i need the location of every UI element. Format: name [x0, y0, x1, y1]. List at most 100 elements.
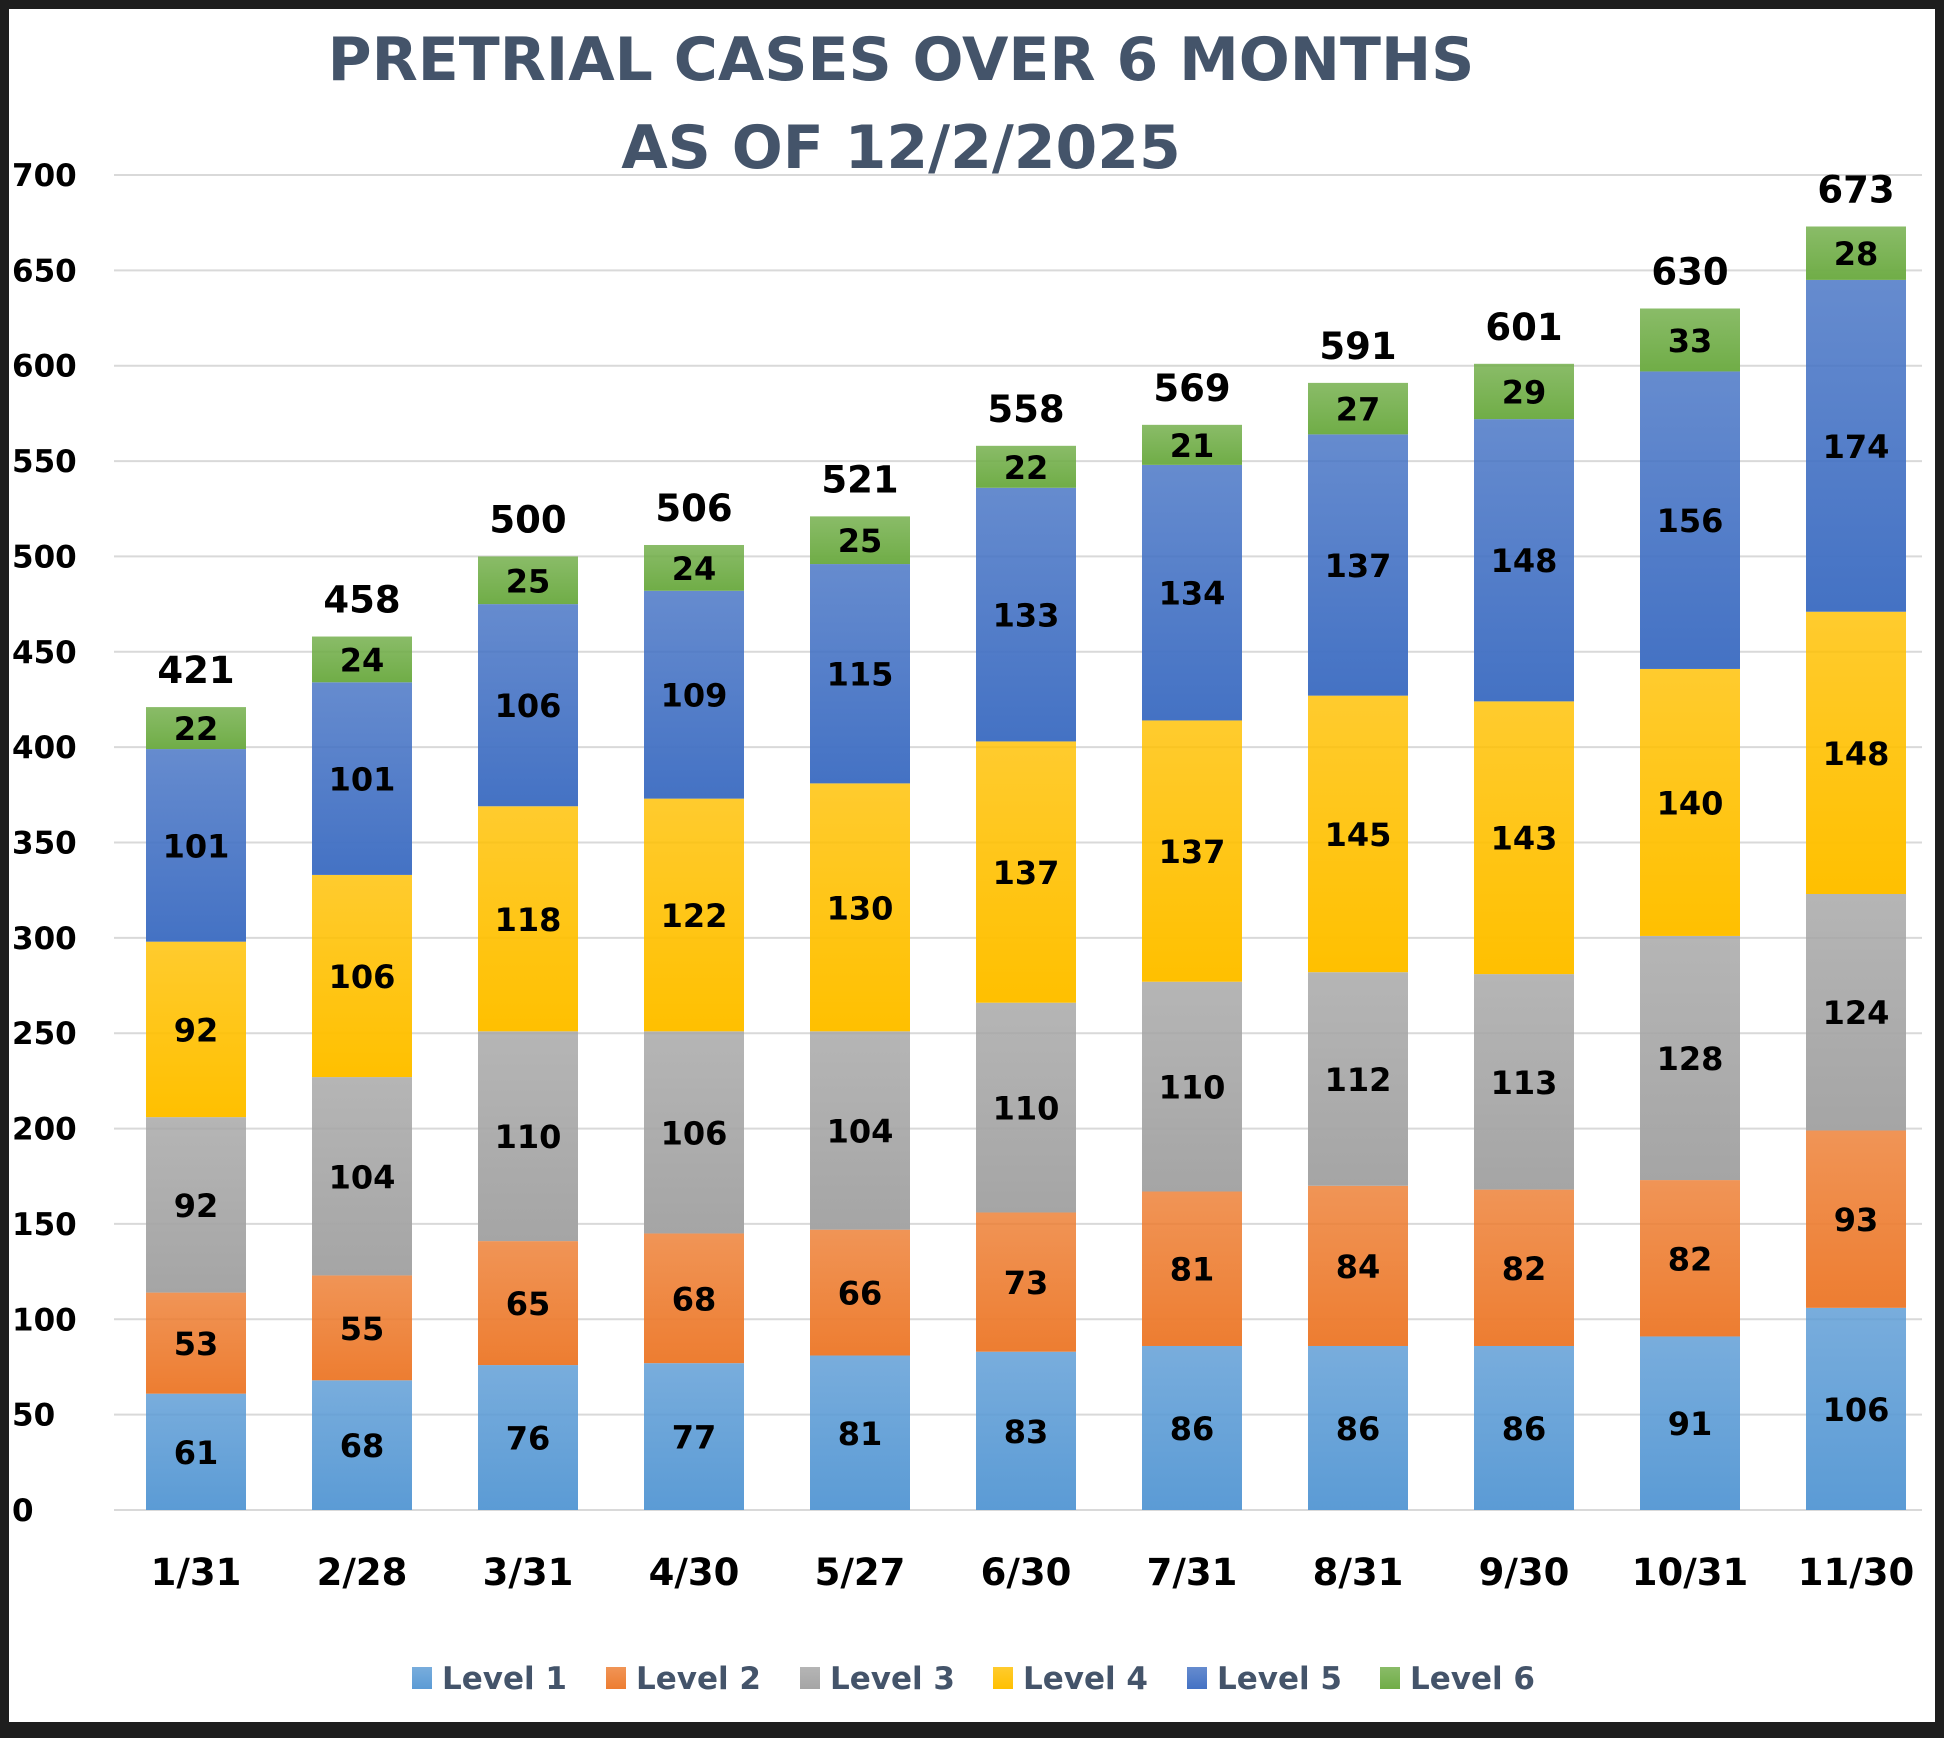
bar-segment-level-6: [1640, 308, 1740, 372]
legend-swatch: [993, 1667, 1013, 1689]
y-tick-label: 600: [12, 349, 77, 385]
bar-segment-level-3: [312, 1077, 412, 1276]
data-label: 68: [672, 1280, 717, 1318]
bar-segment-level-6: [478, 556, 578, 605]
data-label: 65: [506, 1285, 551, 1323]
x-tick-label: 11/30: [1798, 1551, 1915, 1594]
data-label: 61: [174, 1434, 219, 1472]
legend-label: Level 1: [442, 1661, 567, 1697]
bar-segment-level-3: [1640, 935, 1740, 1181]
total-label: 506: [655, 487, 732, 530]
bar-segment-level-2: [1806, 1130, 1906, 1308]
bar-segment-level-5: [1308, 434, 1408, 696]
data-label: 22: [174, 710, 219, 748]
bar-segment-level-5: [1640, 371, 1740, 669]
x-tick-label: 9/30: [1479, 1551, 1570, 1594]
x-tick-label: 4/30: [649, 1551, 740, 1594]
bar-segment-level-1: [1474, 1345, 1574, 1510]
data-label: 24: [672, 550, 717, 588]
total-label: 630: [1651, 251, 1728, 294]
data-label: 27: [1336, 391, 1381, 429]
legend-swatch: [412, 1667, 432, 1689]
data-label: 29: [1502, 373, 1547, 411]
data-label: 104: [329, 1158, 396, 1196]
data-label: 145: [1325, 816, 1392, 854]
data-label: 137: [993, 854, 1060, 892]
total-label: 569: [1153, 367, 1230, 410]
x-tick-label: 5/27: [815, 1551, 906, 1594]
chart-title-line-2: AS OF 12/2/2025: [621, 113, 1180, 183]
data-label: 104: [827, 1112, 894, 1150]
legend-label: Level 5: [1217, 1661, 1342, 1697]
bar-segment-level-3: [146, 1117, 246, 1293]
total-label: 421: [157, 649, 234, 692]
y-tick-label: 250: [12, 1016, 77, 1052]
bar-segment-level-6: [312, 636, 412, 683]
bar-segment-level-4: [1474, 701, 1574, 975]
data-label: 73: [1004, 1264, 1049, 1302]
bar-segment-level-1: [810, 1355, 910, 1510]
data-label: 92: [174, 1011, 219, 1049]
x-tick-label: 8/31: [1313, 1551, 1404, 1594]
total-label: 500: [489, 498, 566, 541]
bar-segment-level-2: [644, 1233, 744, 1364]
x-tick-label: 10/31: [1632, 1551, 1749, 1594]
data-label: 86: [1502, 1410, 1547, 1448]
bar-segment-level-4: [810, 783, 910, 1032]
data-label: 115: [827, 656, 894, 694]
legend-swatch: [1380, 1667, 1400, 1689]
data-label: 93: [1834, 1201, 1879, 1239]
bar-segment-level-2: [146, 1292, 246, 1394]
total-label: 521: [821, 458, 898, 501]
bar-segment-level-3: [976, 1002, 1076, 1213]
data-label: 137: [1325, 547, 1392, 585]
data-label: 140: [1657, 784, 1724, 822]
legend-label: Level 6: [1410, 1661, 1535, 1697]
data-label: 106: [495, 687, 562, 725]
bar-segment-level-2: [1142, 1191, 1242, 1346]
data-label: 110: [993, 1090, 1060, 1128]
data-label: 106: [1823, 1391, 1890, 1429]
data-label: 66: [838, 1275, 883, 1313]
bar-segment-level-3: [644, 1031, 744, 1234]
legend-swatch: [606, 1667, 626, 1689]
x-tick-label: 6/30: [981, 1551, 1072, 1594]
bar-segment-level-5: [810, 564, 910, 784]
data-label: 174: [1823, 428, 1890, 466]
bar-segment-level-5: [644, 590, 744, 799]
data-label: 81: [838, 1415, 883, 1453]
data-label: 124: [1823, 994, 1890, 1032]
bar-segment-level-4: [976, 741, 1076, 1003]
bar-segment-level-4: [146, 941, 246, 1118]
x-tick-label: 7/31: [1147, 1551, 1238, 1594]
data-label: 55: [340, 1310, 385, 1348]
data-label: 25: [506, 562, 551, 600]
data-label: 110: [1159, 1069, 1226, 1107]
bar-segment-level-3: [810, 1031, 910, 1230]
bar-segment-level-1: [478, 1365, 578, 1510]
data-label: 106: [661, 1114, 728, 1152]
data-label: 53: [174, 1325, 219, 1363]
data-label: 82: [1502, 1250, 1547, 1288]
bar-segment-level-4: [312, 874, 412, 1078]
y-tick-label: 400: [12, 730, 77, 766]
y-tick-label: 700: [12, 158, 77, 194]
bar-segment-level-2: [1640, 1180, 1740, 1337]
bar-segment-level-1: [644, 1363, 744, 1510]
bar-segment-level-5: [1806, 279, 1906, 612]
bar-segment-level-1: [1142, 1345, 1242, 1510]
legend-label: Level 2: [636, 1661, 761, 1697]
data-label: 77: [672, 1419, 717, 1457]
data-label: 81: [1170, 1251, 1215, 1289]
bar-segment-level-4: [1640, 668, 1740, 936]
y-tick-label: 200: [12, 1112, 77, 1148]
bar-segment-level-2: [1474, 1189, 1574, 1346]
y-tick-label: 0: [12, 1493, 34, 1529]
bar-segment-level-6: [1474, 363, 1574, 420]
bar-segment-level-5: [478, 604, 578, 807]
data-label: 101: [163, 827, 230, 865]
bar-segment-level-4: [1806, 611, 1906, 894]
bar-segment-level-4: [644, 798, 744, 1032]
data-label: 128: [1657, 1040, 1724, 1078]
total-label: 591: [1319, 325, 1396, 368]
